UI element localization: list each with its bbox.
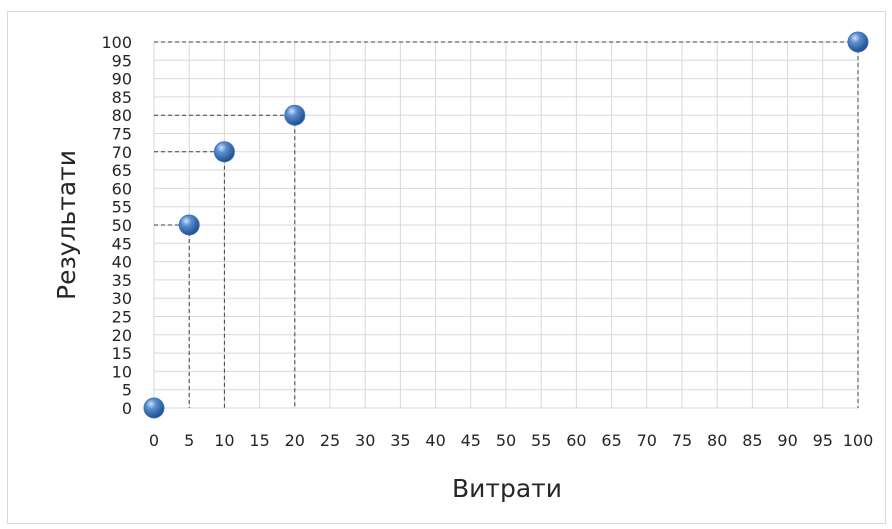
y-tick-label: 95 [112, 51, 132, 70]
y-tick-label: 90 [112, 70, 132, 89]
y-tick-label: 70 [112, 143, 132, 162]
y-tick-label: 30 [112, 289, 132, 308]
x-tick-label: 70 [637, 431, 657, 450]
data-point [143, 397, 165, 419]
y-tick-label: 55 [112, 198, 132, 217]
x-tick-label: 15 [249, 431, 269, 450]
x-tick-label: 60 [566, 431, 586, 450]
x-tick-label: 25 [320, 431, 340, 450]
y-tick-label: 15 [112, 344, 132, 363]
y-tick-label: 80 [112, 106, 132, 125]
y-tick-label: 45 [112, 234, 132, 253]
x-tick-label: 10 [214, 431, 234, 450]
data-points [143, 31, 869, 419]
y-tick-label: 0 [122, 399, 132, 418]
x-tick-label: 30 [355, 431, 375, 450]
gridlines [153, 41, 859, 409]
x-tick-label: 0 [149, 431, 159, 450]
y-tick-label: 25 [112, 308, 132, 327]
y-tick-label: 85 [112, 88, 132, 107]
x-tick-label: 5 [184, 431, 194, 450]
x-tick-labels: 0 5 10 15 20 25 30 35 40 45 50 55 60 65 70 75 80 85 90 95 10… [149, 431, 873, 450]
x-tick-label: 85 [742, 431, 762, 450]
y-tick-label: 75 [112, 125, 132, 144]
y-tick-label: 65 [112, 161, 132, 180]
x-axis-title: Витрати [452, 474, 562, 503]
x-tick-label: 95 [813, 431, 833, 450]
x-tick-label: 90 [777, 431, 797, 450]
x-tick-label: 65 [601, 431, 621, 450]
x-tick-label: 35 [390, 431, 410, 450]
x-tick-label: 75 [672, 431, 692, 450]
x-tick-label: 55 [531, 431, 551, 450]
y-tick-label: 50 [112, 216, 132, 235]
y-tick-label: 40 [112, 253, 132, 272]
x-tick-label: 80 [707, 431, 727, 450]
y-tick-label: 60 [112, 179, 132, 198]
x-tick-label: 20 [285, 431, 305, 450]
y-tick-label: 10 [112, 362, 132, 381]
data-point [284, 104, 306, 126]
x-tick-label: 50 [496, 431, 516, 450]
y-tick-label: 100 [101, 33, 132, 52]
x-tick-label: 45 [461, 431, 481, 450]
data-point [178, 214, 200, 236]
y-axis-title: Результати [52, 150, 81, 300]
x-tick-label: 40 [425, 431, 445, 450]
y-tick-labels: 0510152025303540455055606570758085909510… [101, 33, 132, 418]
y-tick-label: 35 [112, 271, 132, 290]
y-tick-label: 20 [112, 326, 132, 345]
data-point [847, 31, 869, 53]
y-tick-label: 5 [122, 381, 132, 400]
x-tick-label: 100 [843, 431, 874, 450]
data-point [213, 141, 235, 163]
